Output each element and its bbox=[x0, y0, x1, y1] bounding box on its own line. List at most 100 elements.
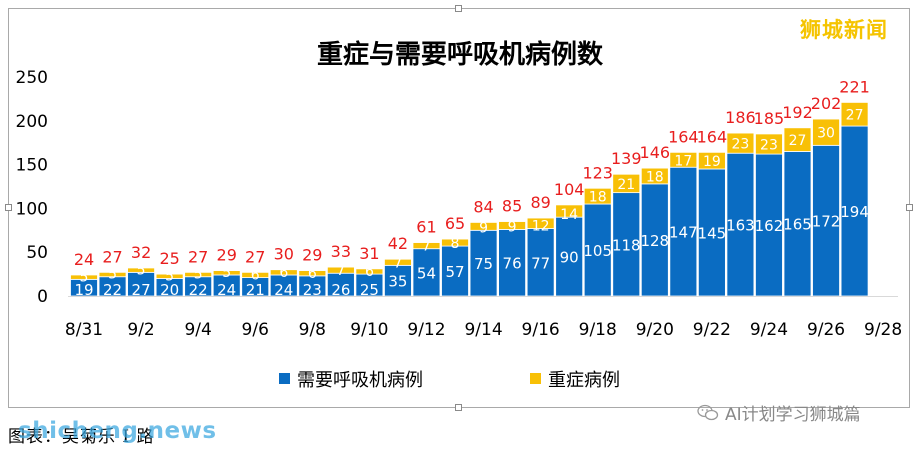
data-label-total: 42 bbox=[388, 234, 408, 253]
data-label-critical: 14 bbox=[560, 207, 578, 223]
bar-ventilator bbox=[412, 248, 441, 297]
x-tick-label: 9/24 bbox=[750, 320, 788, 340]
data-label-critical: 5 bbox=[165, 268, 174, 284]
bar-critical bbox=[127, 267, 155, 273]
bar-ventilator bbox=[669, 166, 698, 297]
bar-critical bbox=[212, 270, 241, 276]
data-label-ventilator: 22 bbox=[189, 281, 208, 299]
data-label-total: 146 bbox=[640, 143, 671, 162]
legend-label-ventilator: 需要呼吸机病例 bbox=[297, 370, 423, 391]
x-axis: 8/31 9/2 9/4 9/6 9/8 9/10 9/12 9/14 9/16 9/18 9/20… bbox=[65, 296, 902, 340]
x-tick-label: 9/12 bbox=[407, 320, 445, 340]
bar-ventilator bbox=[783, 151, 812, 297]
data-label-ventilator: 22 bbox=[103, 281, 122, 299]
data-label-ventilator: 57 bbox=[445, 263, 464, 281]
x-tick-label: 9/10 bbox=[350, 320, 388, 340]
data-label-ventilator: 76 bbox=[503, 255, 522, 273]
data-label-critical: 12 bbox=[532, 219, 550, 235]
data-label-critical: 19 bbox=[703, 154, 721, 170]
resize-handle-bottom[interactable] bbox=[455, 404, 462, 411]
bar-critical bbox=[498, 221, 527, 230]
x-tick-label: 9/2 bbox=[127, 320, 154, 340]
data-label-ventilator: 118 bbox=[612, 236, 641, 254]
y-tick-label: 100 bbox=[16, 199, 48, 219]
data-label-ventilator: 145 bbox=[698, 224, 727, 242]
bar-critical bbox=[755, 133, 783, 155]
resize-handle-top[interactable] bbox=[455, 5, 462, 12]
data-label-total: 31 bbox=[359, 244, 379, 263]
bar-ventilator bbox=[555, 216, 584, 297]
chart-title: 重症与需要呼吸机病例数 bbox=[317, 39, 604, 70]
data-label-critical: 5 bbox=[108, 267, 117, 283]
data-label-critical: 5 bbox=[137, 262, 146, 278]
x-tick-label: 9/18 bbox=[579, 320, 617, 340]
x-tick-label: 9/22 bbox=[693, 320, 731, 340]
bar-critical bbox=[441, 238, 469, 247]
data-label-total: 65 bbox=[445, 214, 465, 233]
bar-ventilator bbox=[583, 203, 612, 297]
x-tick-label: 9/14 bbox=[464, 320, 502, 340]
data-label-total: 164 bbox=[697, 127, 728, 146]
data-label-ventilator: 105 bbox=[583, 242, 612, 260]
bar-critical bbox=[155, 273, 184, 279]
bars: 1952422527275322052522527245292162724630… bbox=[70, 77, 870, 299]
data-label-ventilator: 77 bbox=[531, 254, 550, 272]
x-tick-label: 8/31 bbox=[65, 320, 103, 340]
data-label-critical: 7 bbox=[336, 263, 345, 279]
data-label-total: 29 bbox=[302, 246, 322, 265]
bar-ventilator bbox=[755, 153, 783, 297]
data-label-total: 32 bbox=[131, 243, 151, 262]
data-label-total: 104 bbox=[554, 180, 585, 199]
data-label-total: 84 bbox=[473, 197, 493, 216]
data-label-ventilator: 194 bbox=[840, 203, 869, 221]
bar-ventilator bbox=[697, 168, 726, 297]
data-label-critical: 6 bbox=[251, 268, 260, 284]
x-tick-label: 9/16 bbox=[522, 320, 560, 340]
wechat-watermark: AI计划学习狮城篇 bbox=[697, 400, 861, 425]
bar-critical bbox=[298, 270, 327, 277]
data-label-total: 24 bbox=[74, 250, 94, 269]
data-label-critical: 9 bbox=[508, 219, 517, 235]
resize-handle-right[interactable] bbox=[906, 204, 913, 211]
data-label-total: 221 bbox=[839, 77, 870, 96]
y-tick-label: 250 bbox=[16, 68, 48, 88]
wechat-account-name: AI计划学习狮城篇 bbox=[725, 405, 861, 425]
data-label-critical: 18 bbox=[646, 169, 664, 185]
data-label-total: 185 bbox=[754, 109, 785, 128]
data-label-ventilator: 27 bbox=[132, 281, 151, 299]
data-label-total: 33 bbox=[331, 242, 351, 261]
bar-critical bbox=[241, 271, 270, 279]
data-label-ventilator: 19 bbox=[74, 281, 93, 299]
bar-critical bbox=[526, 217, 555, 229]
bar-critical bbox=[783, 127, 812, 152]
y-tick-label: 0 bbox=[37, 287, 48, 307]
data-label-critical: 30 bbox=[817, 126, 835, 142]
x-tick-label: 9/20 bbox=[636, 320, 674, 340]
figure-caption: 图表：吴菊乐 I 路 bbox=[8, 427, 155, 447]
resize-handle-left[interactable] bbox=[5, 204, 12, 211]
bar-critical bbox=[583, 187, 612, 205]
data-label-ventilator: 172 bbox=[812, 213, 841, 231]
data-label-total: 29 bbox=[217, 246, 237, 265]
y-axis: 0 50 100 150 200 250 bbox=[16, 68, 48, 307]
data-label-ventilator: 21 bbox=[246, 281, 265, 299]
data-label-total: 27 bbox=[188, 247, 208, 266]
bar-critical bbox=[640, 167, 669, 185]
bar-critical bbox=[669, 151, 698, 168]
bar-critical bbox=[269, 269, 298, 276]
data-label-total: 61 bbox=[416, 218, 436, 237]
legend-swatch-ventilator bbox=[279, 373, 290, 384]
y-tick-label: 200 bbox=[16, 112, 48, 132]
data-label-critical: 27 bbox=[846, 108, 864, 124]
data-label-total: 85 bbox=[502, 197, 522, 216]
legend: 需要呼吸机病例 重症病例 bbox=[279, 370, 620, 391]
bar-critical bbox=[812, 118, 840, 146]
bar-critical bbox=[355, 268, 384, 275]
data-label-critical: 5 bbox=[80, 269, 89, 285]
data-label-critical: 7 bbox=[393, 255, 402, 271]
y-tick-label: 150 bbox=[16, 156, 48, 176]
bar-critical bbox=[555, 204, 584, 218]
x-tick-label: 9/6 bbox=[242, 320, 269, 340]
data-label-ventilator: 25 bbox=[360, 281, 379, 299]
